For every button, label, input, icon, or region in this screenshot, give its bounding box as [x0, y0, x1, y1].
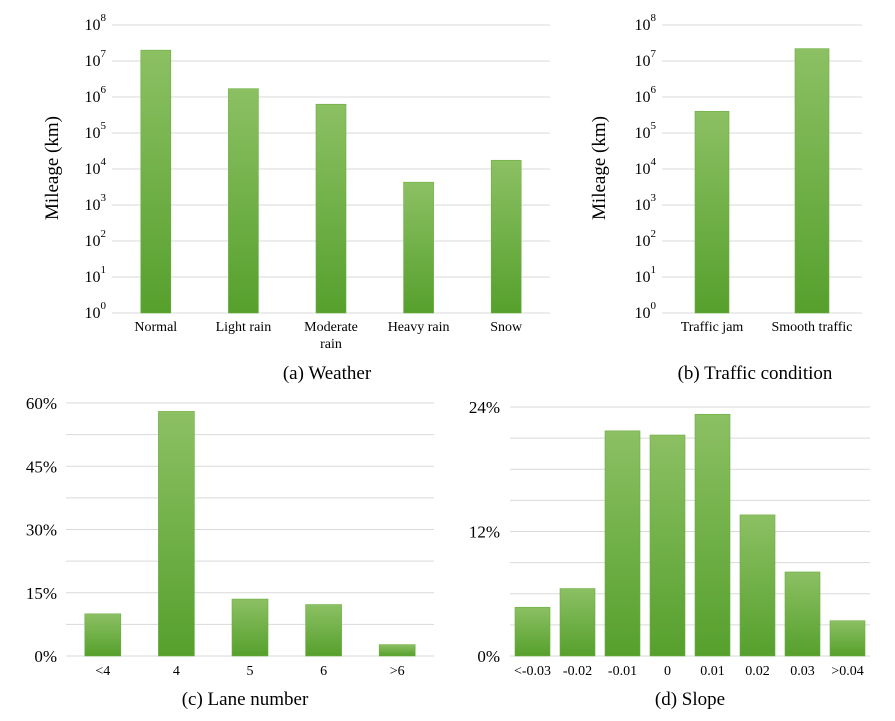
panel-c-bar	[158, 411, 195, 657]
panel-d-bar	[604, 430, 641, 657]
panel-a-bar	[315, 103, 347, 314]
panel-c-ytick-label: 0%	[34, 647, 57, 666]
panel-b-caption: (b) Traffic condition	[678, 363, 833, 384]
panel-a-ytick-label: 102	[85, 228, 107, 250]
panel-b-ylabel: Mileage (km)	[589, 116, 610, 220]
panel-a-ytick-label: 106	[85, 84, 107, 106]
panel-b-ytick-label: 108	[635, 12, 657, 34]
panel-a-ylabel: Mileage (km)	[42, 116, 63, 220]
panel-c-ytick-label: 45%	[26, 457, 57, 476]
panel-a-category-label: Normal	[134, 320, 177, 335]
panel-a-category-label: Light rain	[216, 320, 272, 335]
panel-d-category-label: <-0.03	[514, 664, 551, 679]
panel-b-ytick-label: 105	[635, 120, 657, 142]
panel-b-ytick-label: 103	[635, 192, 657, 214]
panel-a-bar	[140, 49, 172, 314]
panel-b-ytick-label: 107	[635, 48, 657, 70]
panel-d-bar	[784, 571, 821, 657]
panel-d-bar	[559, 588, 596, 657]
panel-c-ytick-label: 15%	[26, 584, 57, 603]
panel-d-category-label: 0	[664, 664, 671, 679]
panel-c-bar	[305, 604, 342, 657]
panel-c-category-label: 6	[320, 664, 327, 679]
panel-b-ytick-label: 106	[635, 84, 657, 106]
panel-d-bar	[649, 434, 686, 657]
panel-weather: Mileage (km) (a) Weather 100 101 102 103 104…	[42, 12, 550, 384]
panel-d-ytick-label: 12%	[469, 523, 500, 542]
panel-d-bar	[829, 620, 866, 657]
panel-d-category-label: -0.02	[563, 664, 592, 679]
panel-a-category-label: Moderate rain	[304, 320, 358, 352]
panel-slope: (d) Slope 0% 12% 24% <-0.03 -0.02 -0.01 0 0.01 0…	[469, 398, 870, 710]
panel-d-category-label: 0.03	[790, 664, 815, 679]
panel-d-ytick-label: 24%	[469, 398, 500, 417]
panel-a-ytick-label: 108	[85, 12, 107, 34]
panel-d-ytick-label: 0%	[477, 647, 500, 666]
panel-a-bar	[490, 159, 522, 314]
panel-b-ytick-label: 100	[635, 300, 657, 322]
panel-lane-number: (c) Lane number 0% 15% 30% 45% 60% <4 4 5 6 >6	[26, 394, 434, 710]
panel-b-category-label: Traffic jam	[681, 320, 744, 335]
panel-a-ytick-label: 104	[85, 156, 107, 178]
panel-d-bar	[739, 514, 776, 657]
panel-traffic-condition: Mileage (km) (b) Traffic condition 100 10…	[589, 12, 862, 384]
panel-a-ytick-label: 105	[85, 120, 107, 142]
panel-b-category-label: Smooth traffic	[771, 320, 852, 335]
panel-a-category-label: Snow	[490, 320, 523, 335]
panel-c-caption: (c) Lane number	[182, 689, 309, 710]
panel-c-ytick-label: 30%	[26, 521, 57, 540]
panel-a-bar	[403, 181, 434, 314]
panel-c-category-label: <4	[95, 664, 110, 679]
panel-a-ytick-label: 101	[85, 264, 107, 286]
panel-d-category-label: -0.01	[608, 664, 637, 679]
panel-c-ytick-label: 60%	[26, 394, 57, 413]
panel-c-category-label: 5	[247, 664, 254, 679]
panel-a-ytick-label: 107	[85, 48, 107, 70]
panel-d-bar	[514, 606, 551, 657]
panel-b-ytick-label: 102	[635, 228, 657, 250]
panel-b-bar	[794, 48, 830, 314]
panel-b-ytick-label: 101	[635, 264, 657, 286]
panel-a-caption: (a) Weather	[283, 363, 372, 384]
panel-a-ytick-label: 100	[85, 300, 107, 322]
panel-c-bar	[231, 598, 269, 657]
panel-b-ytick-label: 104	[635, 156, 657, 178]
panel-d-category-label: 0.02	[745, 664, 770, 679]
panel-c-bar	[84, 613, 122, 657]
panel-c-category-label: >6	[390, 664, 405, 679]
panel-c-category-label: 4	[173, 664, 180, 679]
panel-a-bar	[228, 88, 259, 314]
panel-d-category-label: >0.04	[831, 664, 863, 679]
panel-d-caption: (d) Slope	[655, 689, 725, 710]
panel-b-bar	[694, 111, 730, 314]
panel-d-category-label: 0.01	[700, 664, 725, 679]
panel-a-ytick-label: 103	[85, 192, 107, 214]
panel-a-category-label: Heavy rain	[388, 320, 450, 335]
panel-d-bar	[694, 413, 731, 657]
panel-c-bar	[378, 644, 416, 657]
